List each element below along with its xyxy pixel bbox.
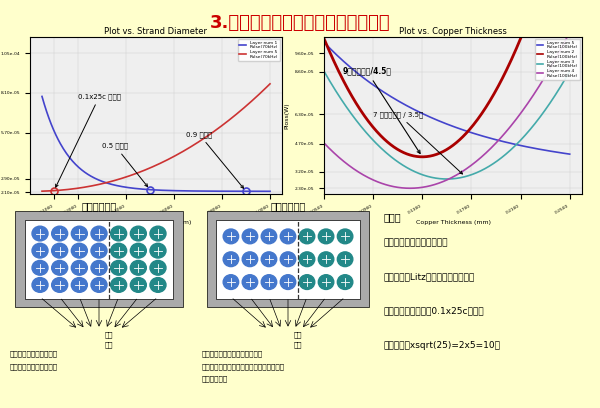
Circle shape [150, 226, 166, 241]
Text: 副边绕组１主３次共４层: 副边绕组１主３次共４层 [10, 363, 58, 370]
Circle shape [91, 226, 107, 241]
Circle shape [280, 252, 296, 266]
Circle shape [52, 243, 68, 258]
Text: 注意：: 注意： [384, 212, 401, 222]
Circle shape [71, 243, 88, 258]
Text: 0.1x25c 单层线: 0.1x25c 单层线 [56, 93, 121, 187]
Text: 0.9 单层线: 0.9 单层线 [186, 131, 244, 188]
Circle shape [261, 275, 277, 289]
Circle shape [261, 252, 277, 266]
Text: １．铜箔的规则与导线相同: １．铜箔的规则与导线相同 [384, 238, 449, 247]
Circle shape [299, 229, 315, 244]
Circle shape [110, 243, 127, 258]
Circle shape [299, 252, 315, 266]
Text: 一二次侧边界: 一二次侧边界 [82, 201, 116, 211]
Text: 9圈副边铜箔/4.5层: 9圈副边铜箔/4.5层 [343, 67, 420, 153]
Text: 中，各有２层: 中，各有２层 [202, 376, 228, 382]
Circle shape [223, 229, 239, 244]
Circle shape [261, 229, 277, 244]
Circle shape [91, 260, 107, 275]
Circle shape [32, 260, 48, 275]
Circle shape [52, 260, 68, 275]
Circle shape [319, 252, 334, 266]
Text: 耗层数是２xsqrt(25)=2x5=10层: 耗层数是２xsqrt(25)=2x5=10层 [384, 341, 501, 350]
Circle shape [319, 229, 334, 244]
Text: 原边绕组１主４次共５层: 原边绕组１主４次共５层 [10, 350, 58, 357]
Circle shape [150, 277, 166, 292]
Text: 次层: 次层 [104, 341, 113, 348]
Circle shape [91, 243, 107, 258]
Circle shape [32, 277, 48, 292]
Circle shape [280, 275, 296, 289]
Text: 3.通过一维计算确定导线的优化条件: 3.通过一维计算确定导线的优化条件 [209, 14, 391, 32]
Circle shape [130, 243, 146, 258]
Circle shape [71, 277, 88, 292]
Title: Plot vs. Strand Diameter: Plot vs. Strand Diameter [104, 27, 208, 36]
Circle shape [130, 277, 146, 292]
Circle shape [150, 243, 166, 258]
Text: 次层: 次层 [293, 341, 302, 348]
Circle shape [242, 275, 257, 289]
Circle shape [52, 226, 68, 241]
Text: 内外原边绕组一个３层１个２层: 内外原边绕组一个３层１个２层 [202, 350, 263, 357]
Circle shape [299, 275, 315, 289]
Bar [207, 211, 369, 307]
Circle shape [319, 275, 334, 289]
Circle shape [32, 226, 48, 241]
Bar [216, 220, 360, 299]
X-axis label: Strand Diameter (mm): Strand Diameter (mm) [121, 220, 191, 225]
Circle shape [280, 229, 296, 244]
Circle shape [150, 260, 166, 275]
Circle shape [242, 252, 257, 266]
Circle shape [130, 260, 146, 275]
Circle shape [91, 277, 107, 292]
Title: Plot vs. Copper Thickness: Plot vs. Copper Thickness [399, 27, 507, 36]
Circle shape [242, 229, 257, 244]
Circle shape [337, 275, 353, 289]
Bar [16, 211, 183, 307]
Legend: Layer num 1
Pulse(70kHz), Layer num 5
Pulse(70kHz): Layer num 1 Pulse(70kHz), Layer num 5 Pu… [238, 39, 280, 60]
Circle shape [110, 277, 127, 292]
Text: 数的开方值（如２层0.1x25c线的损: 数的开方值（如２层0.1x25c线的损 [384, 306, 485, 315]
Circle shape [337, 229, 353, 244]
Bar [25, 220, 173, 299]
Legend: Layer num 5
Pulse(100kHz), Layer num 2
Pulse(100kHz), Layer num 3
Pulse(100kHz),: Layer num 5 Pulse(100kHz), Layer num 2 P… [535, 39, 580, 80]
Circle shape [130, 226, 146, 241]
X-axis label: Copper Thickness (mm): Copper Thickness (mm) [415, 220, 491, 225]
Circle shape [52, 277, 68, 292]
Circle shape [110, 226, 127, 241]
Circle shape [71, 260, 88, 275]
Circle shape [337, 252, 353, 266]
Circle shape [32, 243, 48, 258]
Text: 7 圈副边铜箔 / 3.5层: 7 圈副边铜箔 / 3.5层 [373, 111, 463, 174]
Circle shape [223, 275, 239, 289]
Text: 主层: 主层 [293, 331, 302, 338]
Text: 中间副边绕组２次层由２主层平分到２个组: 中间副边绕组２次层由２主层平分到２个组 [202, 363, 285, 370]
Text: 0.5 单层线: 0.5 单层线 [102, 142, 148, 186]
Text: 主层: 主层 [104, 331, 113, 338]
Circle shape [110, 260, 127, 275]
Circle shape [71, 226, 88, 241]
Y-axis label: Ploss(W): Ploss(W) [284, 102, 289, 129]
Text: ２．如果是Litz线，层数还要乘上股: ２．如果是Litz线，层数还要乘上股 [384, 272, 475, 281]
Text: 一二次侧边界: 一二次侧边界 [271, 201, 305, 211]
Circle shape [223, 252, 239, 266]
